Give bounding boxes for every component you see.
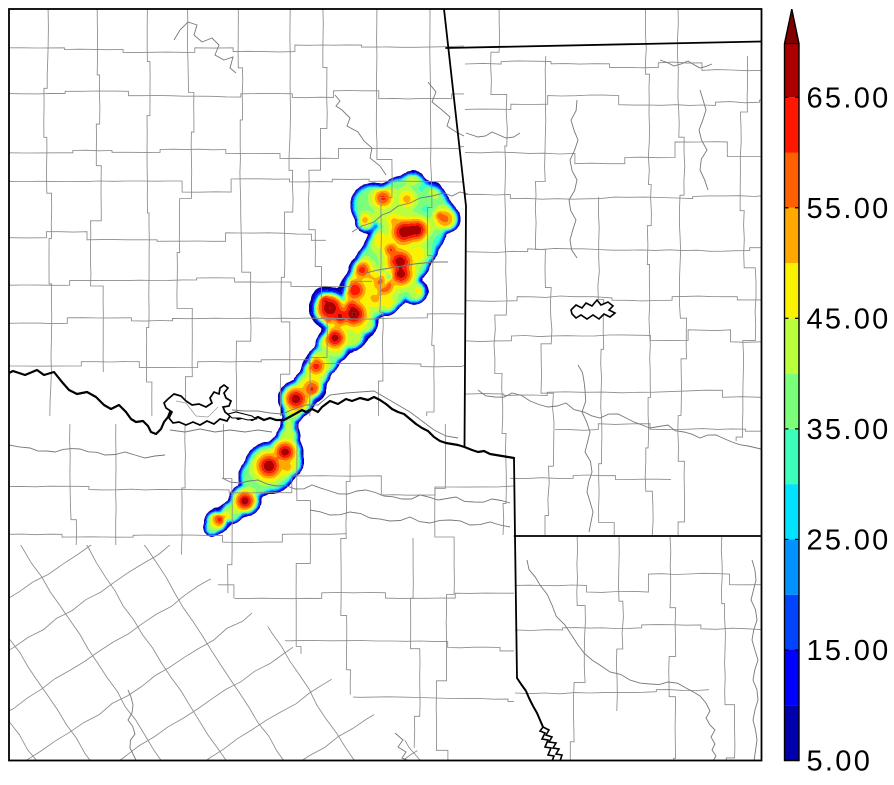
svg-text:35.00: 35.00: [807, 414, 891, 446]
svg-text:55.00: 55.00: [807, 193, 891, 225]
svg-text:45.00: 45.00: [807, 304, 891, 336]
svg-text:5.00: 5.00: [807, 746, 873, 778]
svg-text:65.00: 65.00: [807, 83, 891, 115]
svg-text:15.00: 15.00: [807, 635, 891, 667]
svg-text:25.00: 25.00: [807, 525, 891, 557]
